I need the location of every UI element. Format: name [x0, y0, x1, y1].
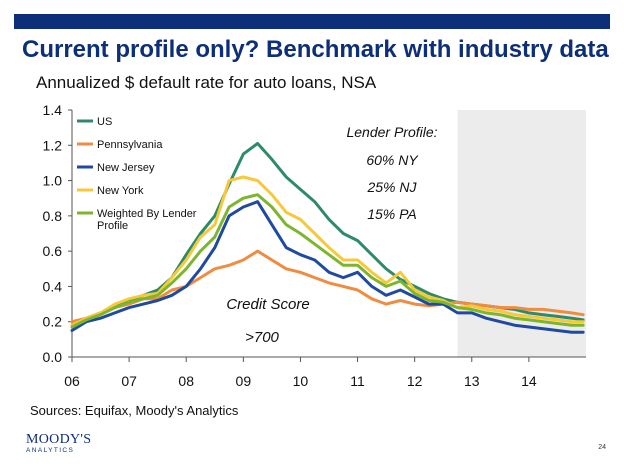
y-tick-label: 0.8: [43, 208, 63, 224]
x-tick-label: 09: [236, 373, 252, 389]
x-tick-label: 06: [64, 373, 80, 389]
moodys-analytics-logo: MOODY'S ANALYTICS: [26, 432, 96, 460]
y-tick-label: 1.2: [43, 137, 63, 153]
y-tick-label: 1.4: [43, 102, 63, 118]
series-line-new-jersey: [70, 200, 585, 334]
x-tick-label: 13: [464, 373, 480, 389]
lender-profile-title: Lender Profile:: [346, 124, 437, 140]
chart-axes: 0.0 0.2 0.4 0.6 0.8 1.0 1.2 1.4 06 07 08 09 10 11 12 13…: [43, 102, 586, 389]
x-tick-label: 08: [178, 373, 194, 389]
x-tick-label: 10: [293, 373, 309, 389]
credit-score-title: Credit Score: [226, 296, 309, 313]
chart-annotations: Lender Profile: 60% NY 25% NJ 15% PA Credit …: [226, 124, 437, 346]
page-number: 24: [598, 444, 606, 451]
series-lines: [70, 142, 585, 334]
lender-profile-line: 25% NJ: [366, 179, 417, 195]
y-tick-label: 0.0: [43, 349, 63, 365]
y-tick-label: 0.2: [43, 314, 63, 330]
legend-label: New Jersey: [97, 162, 155, 174]
chart-legend: US Pennsylvania New Jersey New York Weighted…: [77, 116, 197, 232]
slide-title: Current profile only? Benchmark with ind…: [22, 36, 609, 63]
x-tick-label: 07: [121, 373, 137, 389]
series-line-weighted-by-lender-profile: [70, 193, 585, 329]
lender-profile-line: 15% PA: [367, 206, 417, 222]
lender-profile-line: 60% NY: [366, 152, 419, 168]
x-tick-label: 12: [407, 373, 423, 389]
legend-label: New York: [97, 185, 144, 197]
legend-label: Weighted By Lender Profile: [97, 208, 197, 232]
x-tick-label: 14: [521, 373, 537, 389]
chart-subtitle: Annualized $ default rate for auto loans…: [36, 73, 377, 92]
legend-label: US: [97, 116, 112, 128]
header-bar: [14, 14, 610, 29]
y-tick-label: 0.4: [43, 278, 63, 294]
source-note: Sources: Equifax, Moody's Analytics: [30, 403, 239, 418]
y-tick-label: 1.0: [43, 173, 63, 189]
legend-label: Pennsylvania: [97, 139, 163, 151]
credit-score-value: >700: [245, 329, 279, 346]
series-line-pennsylvania: [70, 249, 585, 324]
logo-sub-text: ANALYTICS: [26, 447, 75, 454]
y-tick-label: 0.6: [43, 243, 63, 259]
x-tick-label: 11: [350, 373, 365, 389]
logo-main-text: MOODY'S: [26, 432, 92, 447]
